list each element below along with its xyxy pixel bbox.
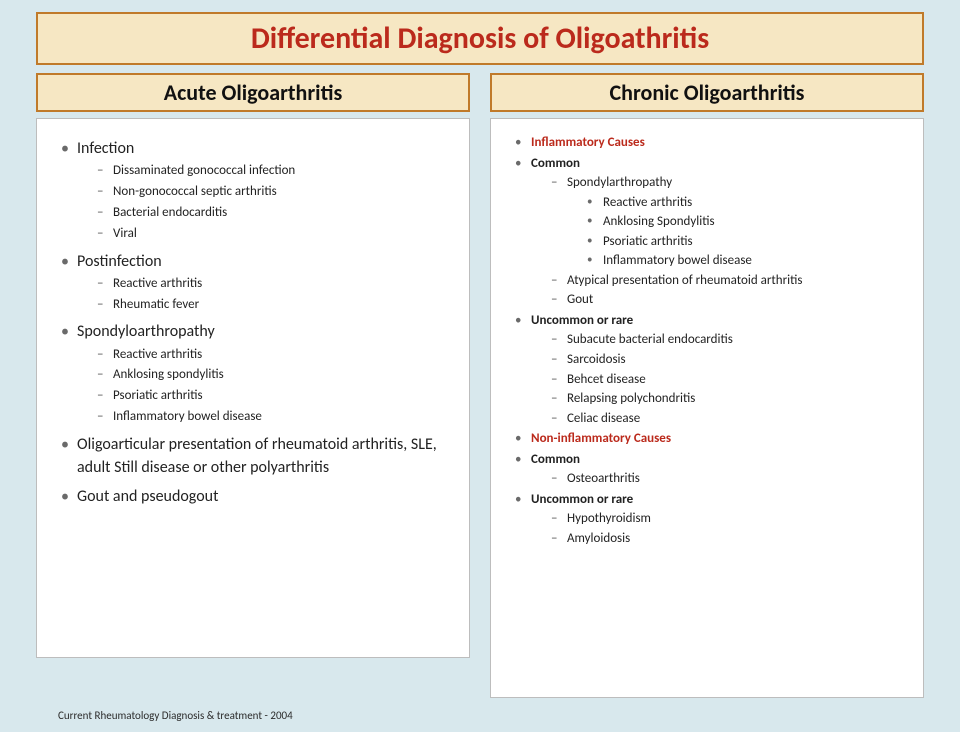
- list-item: Psoriatic arthritis: [587, 233, 907, 251]
- list-item: Amyloidosis: [551, 530, 907, 548]
- sub-list: Dissaminated gonococcal infection Non-gon…: [77, 162, 453, 243]
- list-item: SpondyloarthropathyReactive arthritisAnk…: [61, 320, 453, 427]
- slide-title: Differential Diagnosis of Oligoathritis: [251, 20, 709, 57]
- list-item: Oligoarticular presentation of rheumatoi…: [61, 433, 453, 479]
- list-item: Hypothyroidism: [551, 510, 907, 528]
- list-item: Anklosing Spondylitis: [587, 213, 907, 231]
- list-item: Gout: [551, 291, 907, 309]
- list-item: Celiac disease: [551, 410, 907, 428]
- slide-title-bar: Differential Diagnosis of Oligoathritis: [36, 12, 924, 65]
- list-item: PostinfectionReactive arthritisRheumatic…: [61, 250, 453, 315]
- list-item: CommonOsteoarthritis: [515, 451, 907, 488]
- list-item: Inflammatory bowel disease: [587, 252, 907, 270]
- right-heading: Chronic Oligoarthritis: [490, 73, 924, 112]
- left-box: InfectionDissaminated gonococcal infecti…: [36, 118, 470, 658]
- citation: Current Rheumatology Diagnosis & treatme…: [58, 709, 293, 722]
- list-item: CommonSpondylarthropathyReactive arthrit…: [515, 155, 907, 309]
- list-item: Relapsing polychondritis: [551, 390, 907, 408]
- right-list: Inflammatory Causes CommonSpondylarthropa…: [515, 134, 907, 547]
- list-item: Anklosing spondylitis: [97, 366, 453, 385]
- left-column: Acute Oligoarthritis InfectionDissaminat…: [36, 73, 470, 698]
- list-item: Uncommon or rareSubacute bacterial endoc…: [515, 312, 907, 427]
- list-item: Reactive arthritis: [97, 346, 453, 365]
- list-item: Osteoarthritis: [551, 470, 907, 488]
- list-item: Viral: [97, 225, 453, 244]
- list-item: Dissaminated gonococcal infection: [97, 162, 453, 181]
- list-item: Rheumatic fever: [97, 296, 453, 315]
- list-item: Inflammatory bowel disease: [97, 408, 453, 427]
- sub-list: SpondylarthropathyReactive arthritisAnkl…: [531, 174, 907, 309]
- left-list: InfectionDissaminated gonococcal infecti…: [61, 137, 453, 509]
- list-item: Bacterial endocarditis: [97, 204, 453, 223]
- list-item: SpondylarthropathyReactive arthritisAnkl…: [551, 174, 907, 270]
- sub-list: Reactive arthritisAnklosing spondylitis P…: [77, 346, 453, 427]
- right-box: Inflammatory Causes CommonSpondylarthropa…: [490, 118, 924, 698]
- list-item: InfectionDissaminated gonococcal infecti…: [61, 137, 453, 244]
- left-heading: Acute Oligoarthritis: [36, 73, 470, 112]
- sub-sub-list: Reactive arthritisAnklosing Spondylitis P…: [567, 194, 907, 270]
- list-item: Subacute bacterial endocarditis: [551, 331, 907, 349]
- list-item: Atypical presentation of rheumatoid arth…: [551, 272, 907, 290]
- list-item: Reactive arthritis: [587, 194, 907, 212]
- sub-list: Subacute bacterial endocarditis Sarcoidos…: [531, 331, 907, 427]
- list-item: Behcet disease: [551, 371, 907, 389]
- list-item: Psoriatic arthritis: [97, 387, 453, 406]
- sub-list: Reactive arthritis Rheumatic fever: [77, 275, 453, 315]
- list-item: Uncommon or rareHypothyroidismAmyloidosi…: [515, 491, 907, 548]
- list-item: Gout and pseudogout: [61, 485, 453, 508]
- sub-list: Hypothyroidism Amyloidosis: [531, 510, 907, 547]
- right-column: Chronic Oligoarthritis Inflammatory Caus…: [490, 73, 924, 698]
- list-item: Sarcoidosis: [551, 351, 907, 369]
- list-item: Reactive arthritis: [97, 275, 453, 294]
- list-item: Non-inflammatory Causes: [515, 430, 907, 448]
- columns-wrap: Acute Oligoarthritis InfectionDissaminat…: [0, 73, 960, 698]
- list-item: Inflammatory Causes: [515, 134, 907, 152]
- list-item: Non-gonococcal septic arthritis: [97, 183, 453, 202]
- sub-list: Osteoarthritis: [531, 470, 907, 488]
